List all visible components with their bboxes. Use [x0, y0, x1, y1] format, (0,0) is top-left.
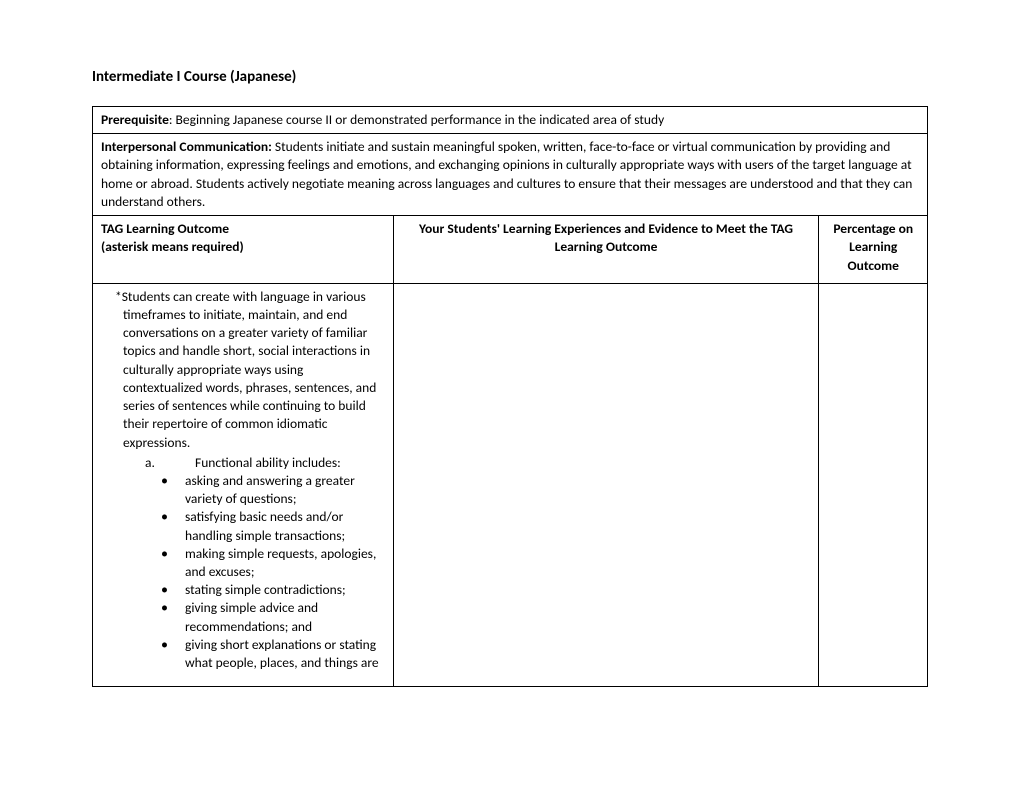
- list-item: giving short explanations or stating wha…: [157, 636, 385, 672]
- header-row: TAG Learning Outcome (asterisk means req…: [93, 216, 928, 284]
- prerequisite-label: Prerequisite: [101, 111, 169, 128]
- outcome-sub-text: Functional ability includes:: [195, 454, 341, 472]
- prerequisite-cell: Prerequisite: Beginning Japanese course …: [93, 107, 928, 134]
- header-col1: TAG Learning Outcome (asterisk means req…: [93, 216, 394, 284]
- percentage-cell: [819, 283, 928, 687]
- list-item: satisfying basic needs and/or handling s…: [157, 508, 385, 544]
- list-item: stating simple contradictions;: [157, 581, 385, 599]
- header-col3-line2: Learning Outcome: [827, 238, 919, 274]
- header-col3: Percentage on Learning Outcome: [819, 216, 928, 284]
- page-title: Intermediate I Course (Japanese): [92, 68, 928, 86]
- list-item: making simple requests, apologies, and e…: [157, 545, 385, 581]
- list-item: asking and answering a greater variety o…: [157, 472, 385, 508]
- outcome-sub-a: a. Functional ability includes:: [145, 454, 385, 472]
- communication-label: Interpersonal Communication:: [101, 138, 272, 155]
- header-col1-line1: TAG Learning Outcome: [101, 220, 385, 238]
- prerequisite-text: : Beginning Japanese course II or demons…: [169, 111, 664, 128]
- content-row: *Students can create with language in va…: [93, 283, 928, 687]
- header-col2-line2: Learning Outcome: [402, 238, 811, 256]
- list-item: giving simple advice and recommendations…: [157, 599, 385, 635]
- outcome-cell: *Students can create with language in va…: [93, 283, 394, 687]
- header-col1-line2: (asterisk means required): [101, 238, 385, 256]
- outcome-sub-label: a.: [145, 454, 195, 472]
- header-col2-line1: Your Students' Learning Experiences and …: [402, 220, 811, 238]
- course-table: Prerequisite: Beginning Japanese course …: [92, 106, 928, 687]
- header-col3-line1: Percentage on: [827, 220, 919, 238]
- outcome-intro: *Students can create with language in va…: [101, 288, 385, 452]
- header-col2: Your Students' Learning Experiences and …: [393, 216, 819, 284]
- experiences-cell: [393, 283, 819, 687]
- communication-cell: Interpersonal Communication: Students in…: [93, 134, 928, 216]
- outcome-bullets: asking and answering a greater variety o…: [157, 472, 385, 672]
